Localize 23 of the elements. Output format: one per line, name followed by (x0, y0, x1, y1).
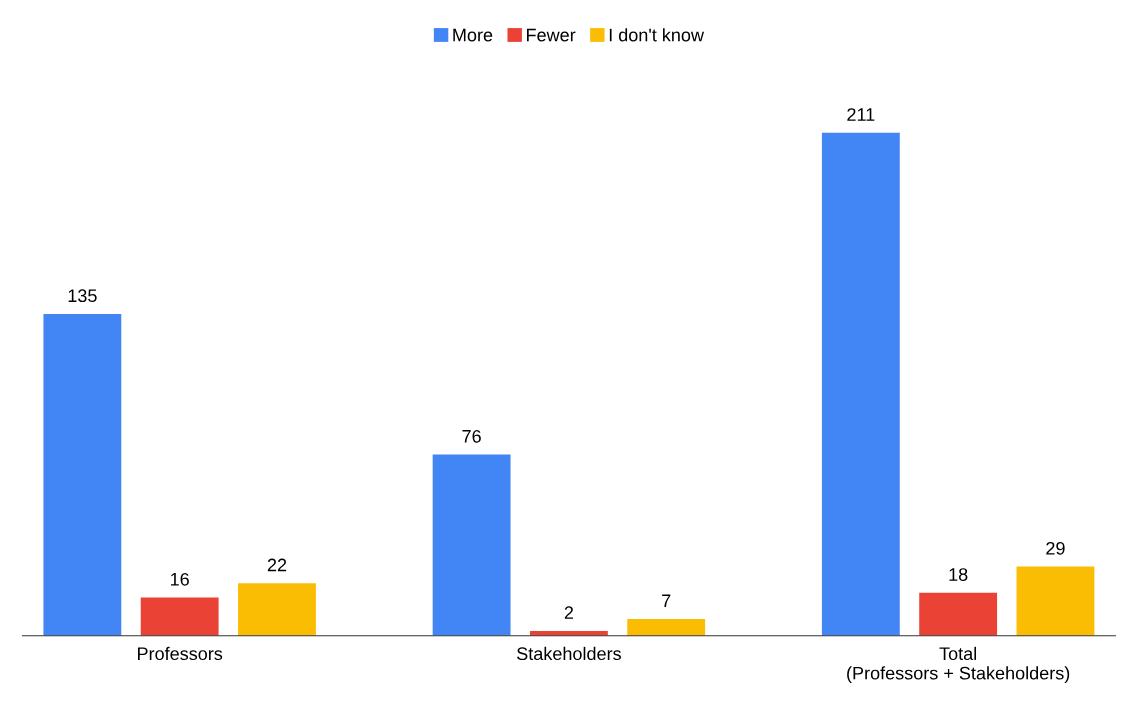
bar (43, 313, 122, 636)
bar (919, 592, 998, 636)
data-label: 135 (68, 289, 97, 303)
x-tick-label: Total (Professors + Stakeholders) (847, 646, 1070, 684)
bar (627, 619, 706, 636)
legend-label: I don't know (609, 28, 705, 42)
data-label: 22 (267, 558, 287, 572)
bar (140, 597, 219, 636)
data-label: 29 (1046, 541, 1065, 555)
data-label: 7 (662, 594, 671, 607)
bar (821, 132, 900, 636)
data-label: 18 (949, 568, 968, 581)
data-label: 211 (847, 108, 875, 121)
bar (432, 454, 511, 636)
bar (238, 583, 316, 636)
x-tick-label: Professors (138, 646, 223, 661)
data-label: 16 (171, 572, 189, 586)
legend-label: More (453, 28, 493, 42)
bar (1016, 566, 1095, 636)
data-label: 76 (462, 429, 481, 443)
data-label: 2 (564, 606, 574, 619)
x-tick-label: Stakeholders (517, 646, 621, 661)
legend-label: Fewer (527, 28, 576, 42)
